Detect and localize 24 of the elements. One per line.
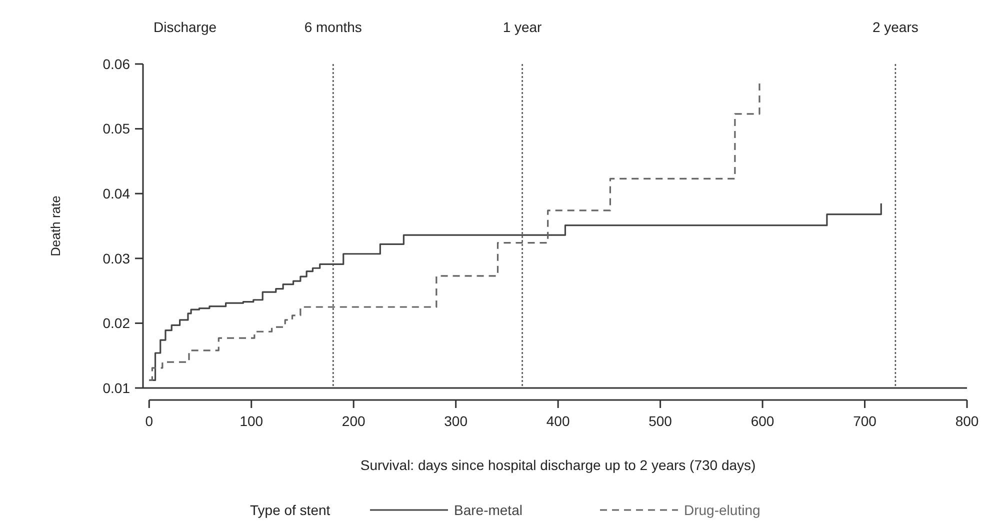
x-tick-label: 0 <box>145 413 154 429</box>
y-tick-label: 0.03 <box>102 250 130 266</box>
x-tick-label: 700 <box>853 413 877 429</box>
y-axis-title: Death rate <box>48 196 63 256</box>
x-tick-label: 100 <box>240 413 264 429</box>
x-tick-label: 300 <box>444 413 468 429</box>
text: Drug-eluting <box>684 502 760 518</box>
y-tick-label: 0.02 <box>102 315 130 332</box>
y-tick-label: 0.01 <box>102 380 130 396</box>
y-tick-label: 0.04 <box>102 186 130 202</box>
ref-line-label: 2 years <box>872 19 918 35</box>
x-tick-label: 400 <box>546 413 570 429</box>
x-axis-title: Survival: days since hospital discharge up to 2 years (730 days) <box>360 457 756 473</box>
x-tick-label: 200 <box>342 413 366 429</box>
text: Bare-metal <box>454 502 522 518</box>
y-tick-label: 0.05 <box>102 120 130 137</box>
x-tick-label: 800 <box>955 413 979 429</box>
y-tick-label: 0.06 <box>102 56 130 72</box>
x-tick-label: 500 <box>648 413 672 429</box>
ref-line-label: 6 months <box>304 19 362 35</box>
text: Discharge <box>153 19 217 35</box>
legend-title: Type of stent <box>250 502 330 518</box>
ref-line-label: 1 year <box>502 19 542 35</box>
x-tick-label: 600 <box>750 413 774 429</box>
